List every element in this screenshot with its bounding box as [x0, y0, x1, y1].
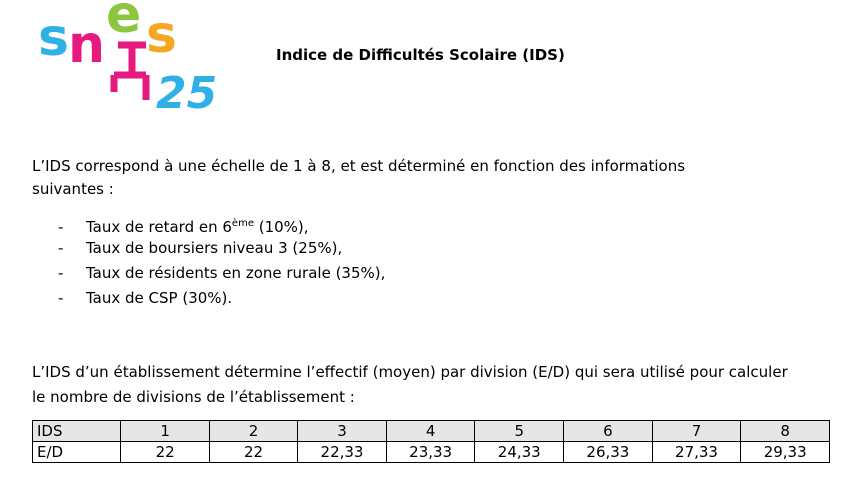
table: IDS 1 2 3 4 5 6 7 8 E/D 22 22 22,33 23,33 24,33 26,33 27… — [31, 420, 830, 463]
logo-letter: n — [68, 15, 105, 75]
logo-letter: s — [38, 8, 69, 68]
table-cell: 22,33 — [297, 441, 387, 463]
table-body: IDS 1 2 3 4 5 6 7 8 E/D 22 22 22,33 23,33 24,33 26,33 27… — [31, 420, 830, 463]
table-cell: 8 — [740, 420, 830, 442]
list: - Taux de retard en 6ème (10%), - Taux de … — [58, 212, 385, 312]
title: Indice de Difficultés Scolaire (IDS) — [276, 46, 565, 64]
table-cell: 2 — [208, 420, 299, 442]
bullet: - — [58, 289, 64, 307]
item-text: Taux de CSP (30%). — [86, 289, 233, 307]
logo-figure — [110, 41, 150, 100]
item-text: Taux de résidents en zone rurale (35%), — [86, 264, 386, 282]
list-item: - Taux de résidents en zone rurale (35%), — [58, 262, 385, 287]
table-cell: 3 — [297, 420, 387, 442]
table-cell: 6 — [563, 420, 653, 442]
table-cell: E/D — [31, 441, 122, 463]
table-cell: 4 — [385, 420, 476, 442]
table-cell: 23,33 — [385, 441, 476, 463]
table-row: E/D 22 22 22,33 23,33 24,33 26,33 27,33 29,33 — [31, 441, 830, 463]
table-cell: 7 — [651, 420, 742, 442]
item-text: (10%), — [253, 218, 309, 236]
table-cell: 1 — [120, 420, 210, 442]
logo-number: 25 — [156, 68, 217, 115]
table-cell: IDS — [31, 420, 122, 442]
bullet: - — [58, 239, 64, 257]
logo-letter: e — [106, 0, 141, 45]
item-text: Taux de boursiers niveau 3 (25%), — [86, 239, 343, 257]
logo-letter: s — [146, 5, 177, 65]
item-text: Taux de retard en 6 — [86, 218, 232, 236]
superscript: ème — [231, 218, 254, 229]
list-item: - Taux de boursiers niveau 3 (25%), — [58, 237, 385, 262]
logo: s n e s 25 — [38, 0, 217, 115]
table-cell: 5 — [474, 420, 565, 442]
table-cell: 22 — [120, 441, 210, 463]
table-cell: 22 — [208, 441, 299, 463]
paragraph: L’IDS d’un établissement détermine l’eff… — [32, 363, 788, 406]
list-item: - Taux de CSP (30%). — [58, 287, 385, 312]
intro: L’IDS correspond à une échelle de 1 à 8,… — [32, 157, 686, 198]
table-cell: 24,33 — [474, 441, 565, 463]
table-cell: 26,33 — [563, 441, 653, 463]
table-cell: 29,33 — [740, 441, 830, 463]
bullet: - — [58, 218, 64, 236]
bullet: - — [58, 264, 64, 282]
list-item: - Taux de retard en 6ème (10%), — [58, 212, 385, 237]
table-cell: 27,33 — [651, 441, 742, 463]
table-row: IDS 1 2 3 4 5 6 7 8 — [31, 420, 830, 442]
